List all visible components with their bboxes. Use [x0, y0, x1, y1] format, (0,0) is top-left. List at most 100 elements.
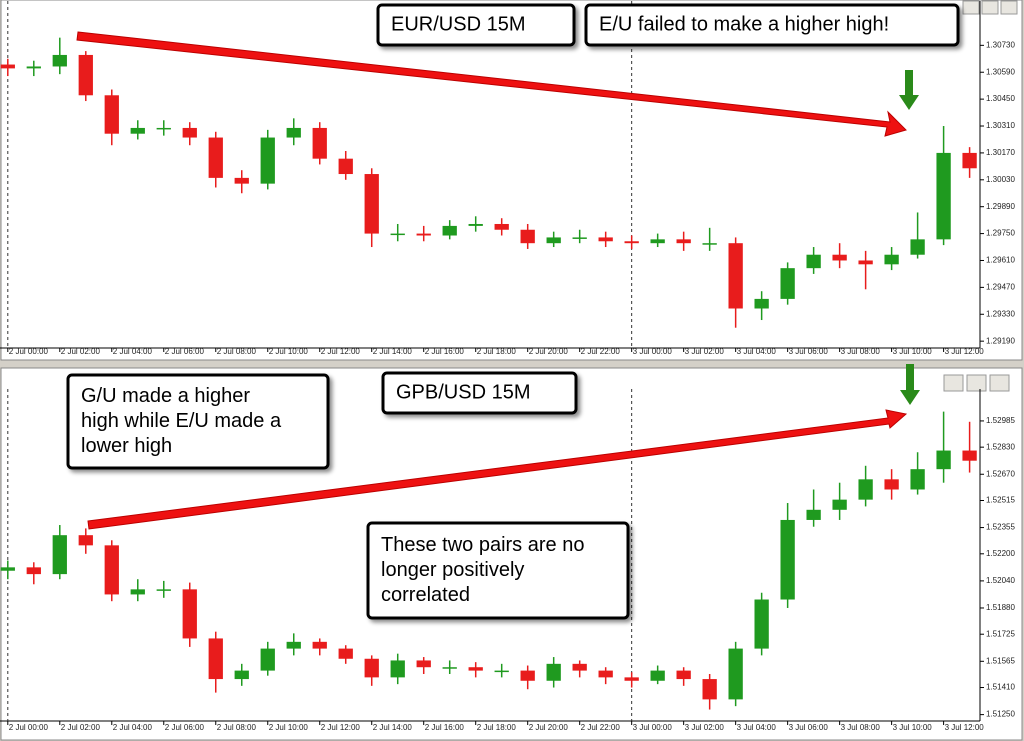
candle-body: [910, 469, 925, 490]
candle-body: [416, 660, 431, 668]
candle-body: [806, 509, 821, 520]
x-tick-label: 2 Jul 18:00: [477, 347, 517, 356]
x-tick-label: 3 Jul 10:00: [893, 723, 933, 732]
candle-body: [572, 237, 587, 239]
x-tick-label: 3 Jul 00:00: [633, 347, 673, 356]
candle-body: [416, 233, 431, 236]
candle-body: [676, 670, 691, 680]
y-tick-label: 1.51410: [986, 683, 1015, 692]
x-tick-label: 2 Jul 00:00: [9, 723, 49, 732]
candle-body: [780, 268, 795, 299]
candle-body: [286, 641, 301, 649]
candle-body: [754, 298, 769, 309]
close-button[interactable]: [989, 374, 1010, 392]
candle-body: [572, 663, 587, 671]
candle-body: [754, 599, 769, 649]
y-tick-label: 1.30030: [986, 175, 1015, 184]
y-tick-label: 1.52200: [986, 549, 1015, 558]
x-tick-label: 2 Jul 06:00: [165, 723, 205, 732]
candle-body: [104, 95, 119, 134]
candle-body: [130, 589, 145, 595]
candle-body: [52, 54, 67, 67]
x-tick-label: 2 Jul 08:00: [217, 723, 257, 732]
y-tick-label: 1.52670: [986, 469, 1015, 478]
candle-body: [260, 648, 275, 671]
annotation: high while E/U made a: [81, 410, 282, 432]
y-tick-label: 1.52355: [986, 523, 1015, 532]
y-tick-label: 1.30590: [986, 67, 1015, 76]
candle-body: [364, 658, 379, 678]
chart-title-box: [381, 371, 578, 415]
x-tick-label: 3 Jul 08:00: [841, 347, 881, 356]
candle-body: [806, 254, 821, 269]
minimize-button[interactable]: [962, 0, 980, 15]
candlestick-chart: 1.52985 1.52830 1.52670 1.52515 1.52355 1.522…: [0, 389, 1015, 732]
annotation: correlated: [381, 584, 470, 606]
annotation: These two pairs are no: [381, 534, 584, 556]
candle-body: [832, 254, 847, 261]
x-tick-label: 3 Jul 00:00: [633, 723, 673, 732]
candle-body: [260, 137, 275, 184]
y-tick-label: 1.29190: [986, 336, 1015, 345]
y-tick-label: 1.29610: [986, 256, 1015, 265]
x-tick-label: 3 Jul 02:00: [685, 347, 725, 356]
x-tick-label: 3 Jul 06:00: [789, 723, 829, 732]
candle-body: [130, 127, 145, 134]
y-tick-label: 1.30310: [986, 121, 1015, 130]
y-tick-label: 1.51565: [986, 656, 1015, 665]
candle-body: [234, 177, 249, 184]
candle-body: [598, 670, 613, 678]
candle-body: [546, 663, 561, 681]
x-tick-label: 2 Jul 10:00: [269, 347, 309, 356]
candle-body: [676, 239, 691, 244]
chart-title: GPB/USD 15M: [396, 381, 530, 403]
y-tick-label: 1.52515: [986, 496, 1015, 505]
chart-title: EUR/USD 15M: [391, 13, 525, 35]
y-tick-label: 1.51250: [986, 710, 1015, 719]
candle-body: [390, 233, 405, 236]
candle-body: [702, 679, 717, 700]
x-tick-label: 2 Jul 04:00: [113, 347, 153, 356]
candle-body: [520, 670, 535, 681]
candle-body: [832, 499, 847, 510]
y-tick-label: 1.29330: [986, 309, 1015, 318]
x-tick-label: 3 Jul 12:00: [945, 347, 985, 356]
red-arrow: [87, 409, 908, 530]
x-tick-label: 3 Jul 10:00: [893, 347, 933, 356]
window-buttons: [943, 0, 1018, 392]
candle-body: [702, 243, 717, 245]
x-tick-label: 3 Jul 12:00: [945, 723, 985, 732]
candle-body: [520, 229, 535, 244]
x-tick-label: 2 Jul 12:00: [321, 723, 361, 732]
candle-body: [26, 66, 41, 69]
close-button[interactable]: [1000, 0, 1018, 15]
maximize-button[interactable]: [981, 0, 999, 15]
candle-body: [312, 127, 327, 159]
minimize-button[interactable]: [943, 374, 964, 392]
y-tick-label: 1.30450: [986, 94, 1015, 103]
annotation-box: [66, 373, 330, 470]
candle-body: [390, 660, 405, 678]
x-tick-label: 2 Jul 16:00: [425, 347, 465, 356]
candle-body: [156, 589, 171, 591]
candle-body: [312, 641, 327, 649]
y-tick-label: 1.29750: [986, 229, 1015, 238]
x-tick-label: 2 Jul 18:00: [477, 723, 517, 732]
candle-body: [0, 64, 15, 69]
annotation-box: [584, 3, 960, 47]
candle-body: [650, 239, 665, 244]
candle-body: [338, 648, 353, 659]
candle-body: [884, 254, 899, 265]
candle-body: [156, 127, 171, 130]
candle-body: [624, 677, 639, 681]
green-arrow: [900, 364, 920, 405]
x-tick-label: 2 Jul 10:00: [269, 723, 309, 732]
chart-title-box: [376, 3, 576, 47]
x-tick-label: 2 Jul 08:00: [217, 347, 257, 356]
y-tick-label: 1.52040: [986, 576, 1015, 585]
x-tick-label: 2 Jul 02:00: [61, 723, 101, 732]
maximize-button[interactable]: [966, 374, 987, 392]
candle-body: [494, 223, 509, 230]
annotation: longer positively: [381, 559, 524, 581]
x-tick-label: 2 Jul 06:00: [165, 347, 205, 356]
